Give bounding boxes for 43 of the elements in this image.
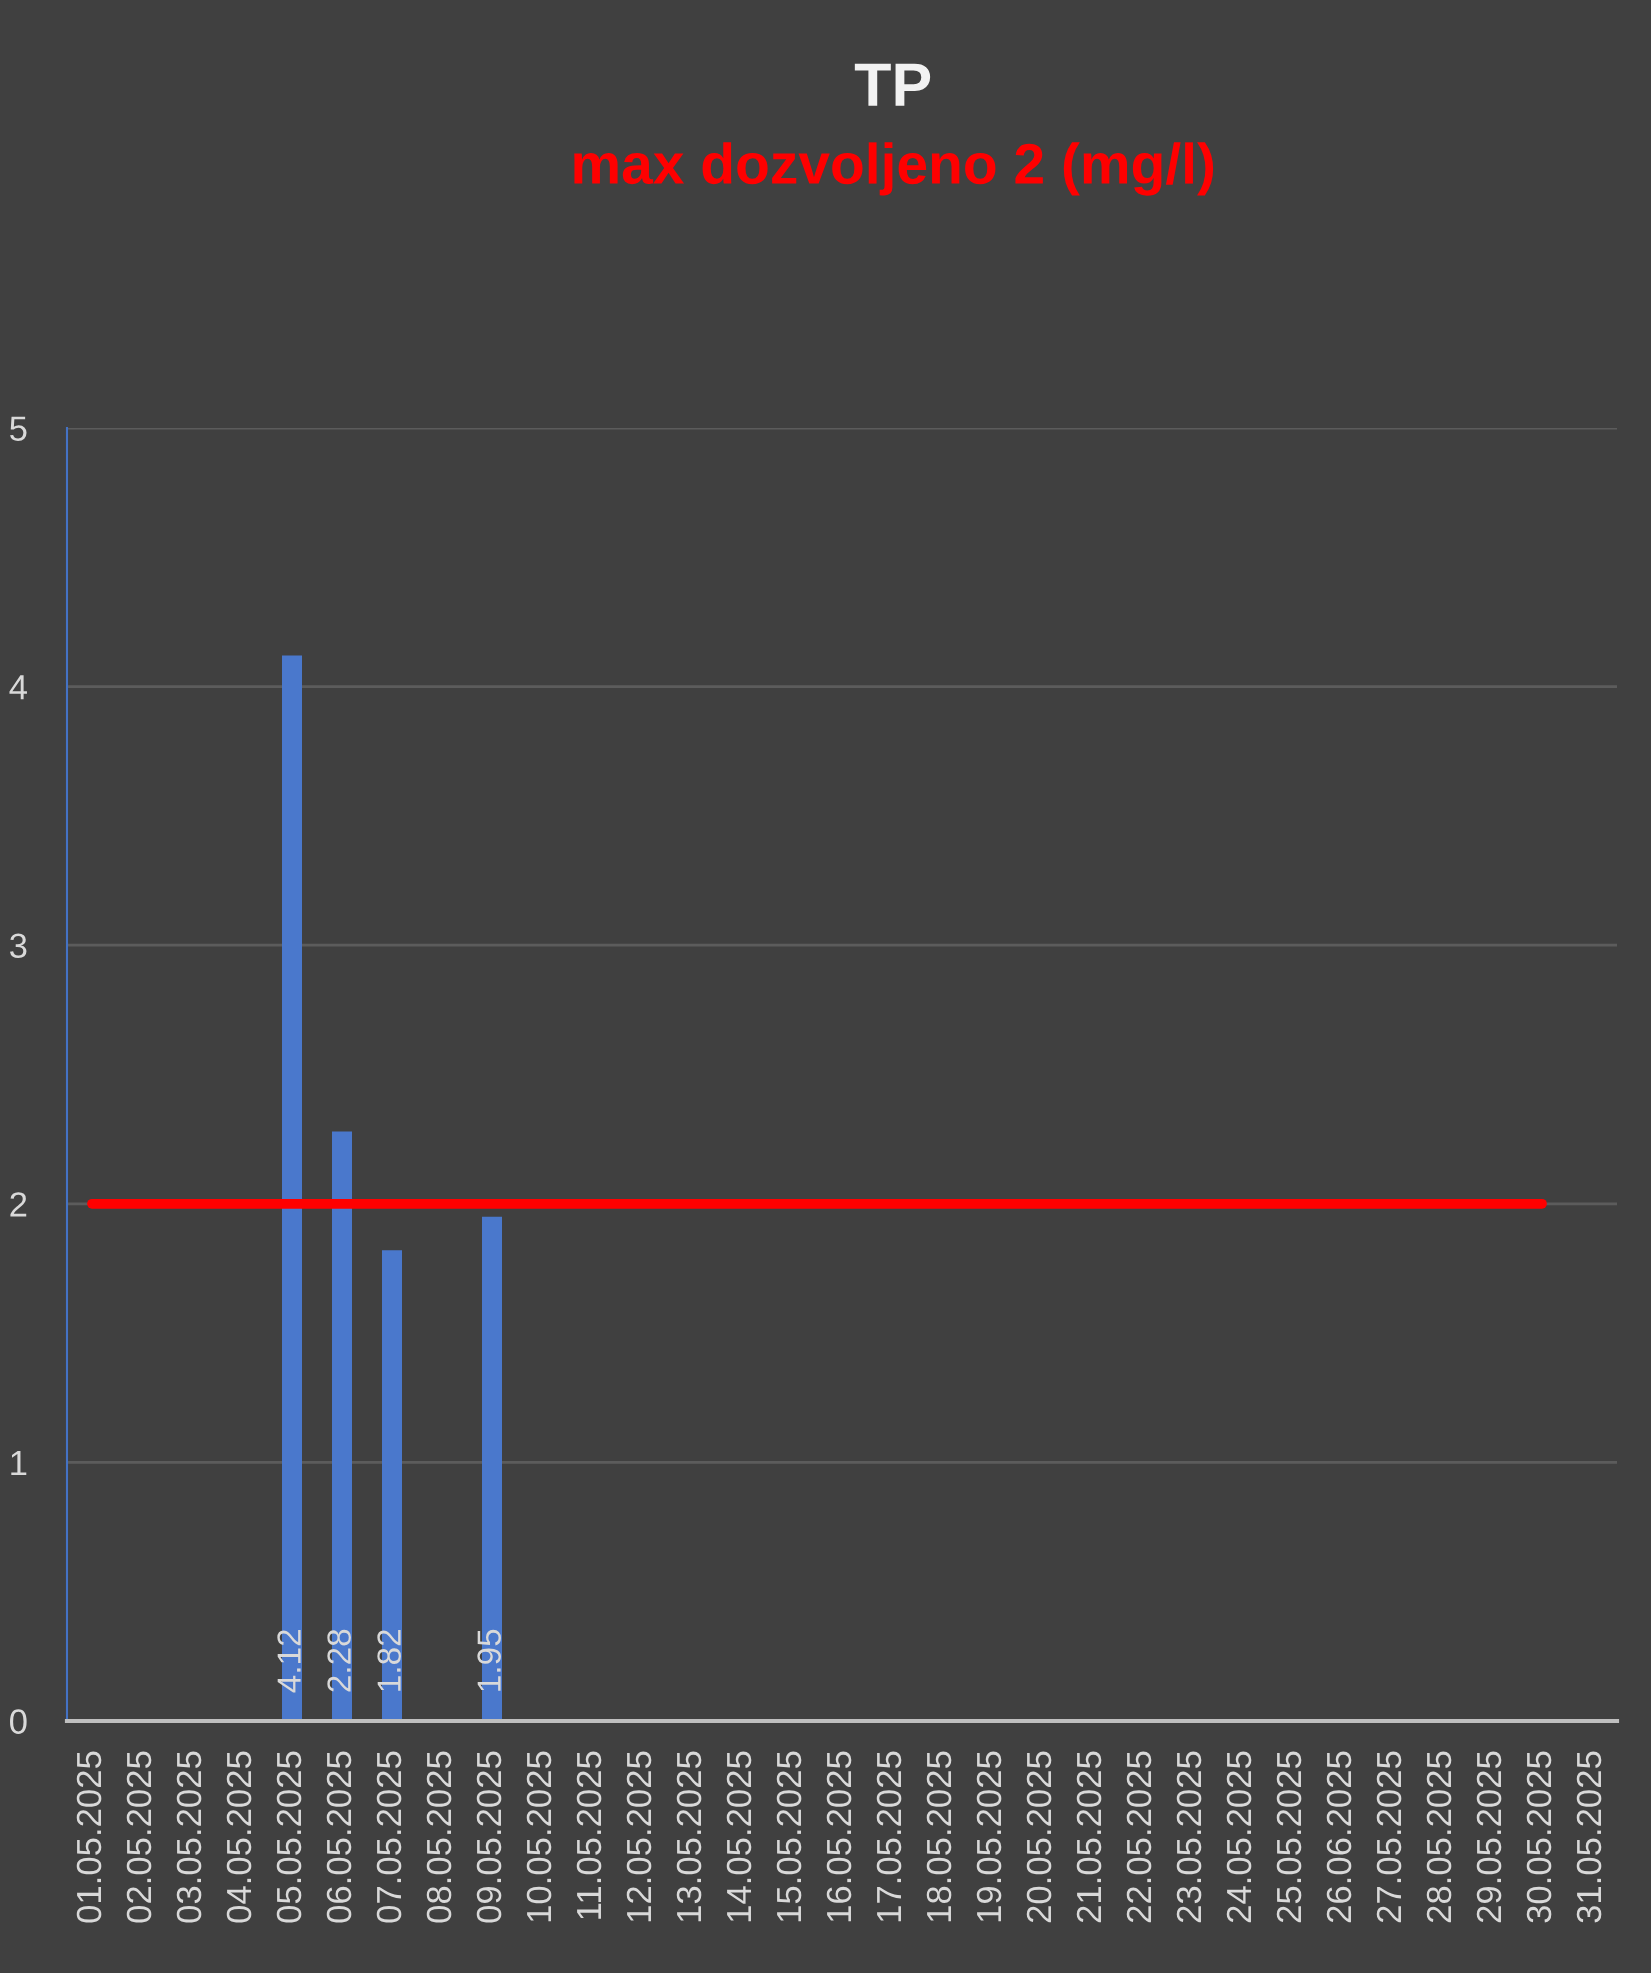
- x-tick-label: 09.05.2025: [476, 1751, 502, 1923]
- y-tick-label: 4: [9, 675, 27, 700]
- data-label: 4.12: [277, 1630, 301, 1693]
- y-tick-label: 1: [11, 1451, 27, 1475]
- x-tick-label: 21.05.2025: [1076, 1751, 1102, 1923]
- x-tick-label: 25.05.2025: [1276, 1751, 1302, 1923]
- x-tick-label: 26.06.2025: [1326, 1751, 1352, 1923]
- x-tick-label: 03.05.2025: [176, 1751, 202, 1923]
- x-tick-label: 06.05.2025: [326, 1751, 352, 1923]
- x-tick-label: 28.05.2025: [1426, 1751, 1452, 1923]
- data-label: 2.28: [327, 1629, 351, 1692]
- x-tick-label: 22.05.2025: [1126, 1751, 1152, 1923]
- x-tick-label: 05.05.2025: [276, 1751, 302, 1923]
- x-tick-label: 13.05.2025: [676, 1751, 702, 1922]
- x-tick-label: 18.05.2025: [926, 1751, 952, 1922]
- data-label: 1.82: [377, 1630, 401, 1691]
- x-tick-label: 10.05.2025: [526, 1751, 552, 1922]
- x-tick-label: 31.05.2025: [1576, 1751, 1602, 1923]
- x-tick-label: 23.05.2025: [1176, 1751, 1202, 1923]
- x-tick-label: 15.05.2025: [776, 1751, 802, 1922]
- x-tick-label: 27.05.2025: [1376, 1751, 1402, 1923]
- x-tick-label: 07.05.2025: [376, 1751, 402, 1923]
- x-tick-label: 17.05.2025: [876, 1751, 902, 1922]
- y-tick-label: 0: [10, 1709, 27, 1734]
- y-tick-label: 2: [10, 1192, 27, 1217]
- y-tick-label: 3: [9, 933, 27, 959]
- x-tick-label: 02.05.2025: [126, 1751, 152, 1923]
- chart-subtitle: max dozvoljeno 2 (mg/l): [574, 142, 1214, 196]
- x-tick-label: 29.05.2025: [1476, 1751, 1502, 1923]
- y-tick-label: 5: [10, 416, 27, 441]
- x-tick-label: 11.05.2025: [576, 1751, 602, 1919]
- x-tick-label: 08.05.2025: [426, 1751, 452, 1923]
- x-tick-label: 01.05.2025: [76, 1751, 102, 1923]
- x-tick-label: 30.05.2025: [1526, 1751, 1552, 1923]
- chart-title: TP: [854, 63, 931, 106]
- x-tick-label: 16.05.2025: [826, 1751, 852, 1922]
- x-tick-label: 12.05.2025: [626, 1751, 652, 1922]
- data-label: 1.95: [477, 1629, 501, 1691]
- x-tick-label: 04.05.2025: [226, 1751, 252, 1923]
- x-tick-label: 14.05.2025: [726, 1751, 752, 1922]
- x-tick-label: 20.05.2025: [1026, 1751, 1052, 1923]
- x-tick-label: 24.05.2025: [1226, 1751, 1252, 1923]
- x-tick-label: 19.05.2025: [976, 1751, 1002, 1922]
